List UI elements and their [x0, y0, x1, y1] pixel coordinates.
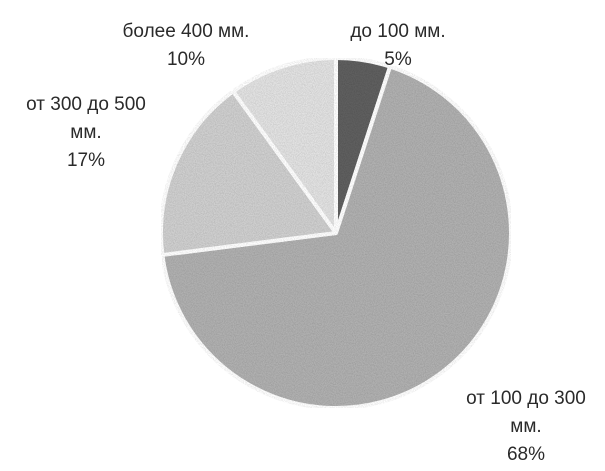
- data-label-3-line-2: мм.: [70, 122, 101, 143]
- data-labels-layer: до 100 мм. 5% от 100 до 300 мм. 68% от 300 до…: [26, 21, 586, 465]
- data-label-4-line-1: более 400 мм.: [123, 21, 250, 42]
- data-label-4-line-2: 10%: [167, 49, 205, 70]
- pie-slice-4: [231, 56, 338, 235]
- data-label-3: от 300 до 500 мм. 17%: [26, 94, 146, 171]
- data-label-2-line-1: от 100 до 300: [466, 388, 586, 409]
- data-label-2-line-3: 68%: [507, 444, 545, 465]
- slices-layer: [159, 56, 513, 410]
- data-label-1-line-2: 5%: [384, 49, 412, 70]
- data-label-3-line-1: от 300 до 500: [26, 94, 146, 115]
- data-label-1-line-1: до 100 мм.: [350, 21, 445, 42]
- data-label-1: до 100 мм. 5%: [350, 21, 445, 70]
- data-label-4: более 400 мм. 10%: [123, 21, 250, 70]
- pie-slice-3: [159, 89, 338, 257]
- data-label-2-line-2: мм.: [510, 416, 541, 437]
- pie-slice-2: [160, 64, 513, 410]
- data-label-3-line-3: 17%: [67, 150, 105, 171]
- data-label-2: от 100 до 300 мм. 68%: [466, 388, 586, 465]
